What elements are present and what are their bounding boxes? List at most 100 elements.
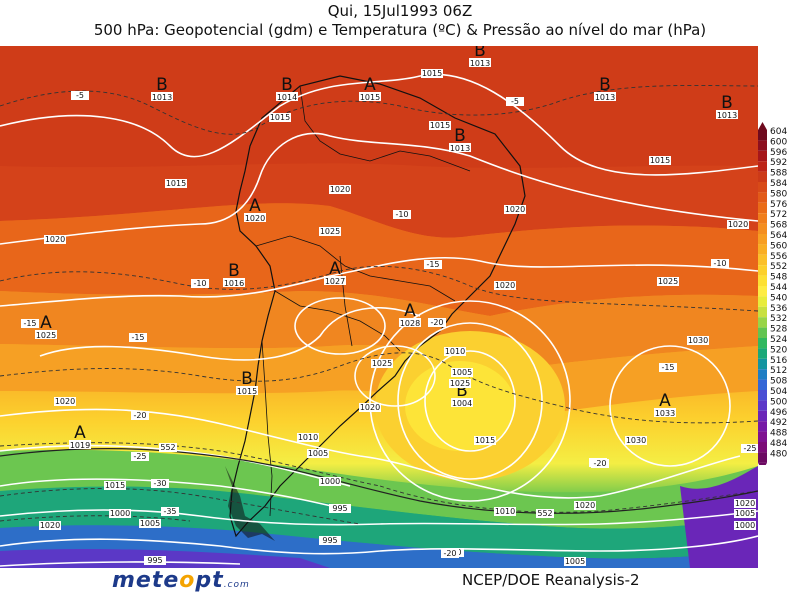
isobar-label: 1005 [735, 509, 755, 518]
warm-band-592 [0, 46, 758, 168]
colorbar-label: 592 [770, 158, 787, 168]
colorbar-label: 568 [770, 221, 787, 231]
colorbar-swatch [758, 431, 767, 442]
center-value: 1019 [70, 441, 90, 450]
colorbar-label: 492 [770, 418, 787, 428]
isotherm-label: -30 [153, 479, 166, 488]
isobar-label: 1025 [320, 227, 340, 236]
colorbar-label: 572 [770, 210, 787, 220]
isobar-label: 1015 [650, 156, 670, 165]
isobar-labels: 1015 1015 1015 1015 1015 1020 1020 1020 1020 1020… [39, 69, 756, 566]
isotherm-label-box [428, 318, 446, 327]
isotherm-label-box [393, 210, 411, 219]
isobar-label: 1000 [320, 477, 340, 486]
colorbar-swatch [758, 254, 767, 266]
isobar-label-box [734, 509, 756, 518]
colorbar-swatch [758, 348, 767, 359]
center-letter: B [474, 46, 486, 61]
center-letter: B [454, 126, 466, 146]
colorbar-swatch [758, 358, 767, 370]
colorbar-swatch [758, 379, 767, 390]
isotherm-label-box [191, 279, 209, 288]
isotherm-label: -20 [593, 459, 606, 468]
isotherm-label: -15 [131, 333, 144, 342]
geopotential-label-box [536, 509, 554, 518]
band-580 [0, 203, 758, 316]
colorbar-label: 556 [770, 252, 787, 262]
band-564 [0, 344, 758, 416]
colorbar-label: 596 [770, 148, 787, 158]
center-value-box [469, 58, 491, 67]
isobar-label-box [657, 277, 679, 286]
isobar-label-box [687, 336, 709, 345]
colorbar-label: 588 [770, 169, 787, 179]
isobar-label-box [329, 504, 351, 513]
colorbar-label: 604 [770, 127, 787, 137]
center-value-box [151, 92, 173, 101]
colorbar-swatches [758, 122, 767, 465]
colorbar-label: 532 [770, 314, 787, 324]
center-value-box [276, 92, 298, 101]
colorbar-label: 548 [770, 273, 787, 283]
colorbar-label: 544 [770, 283, 787, 293]
isobar-label-box [319, 477, 341, 486]
center-value: 1013 [470, 59, 490, 68]
center-value: 1004 [452, 399, 472, 408]
isobar-label: 1015 [105, 481, 125, 490]
colorbar-swatch [758, 234, 767, 245]
colorbar-label: 496 [770, 408, 787, 418]
isotherm-label-box [591, 459, 609, 468]
isobar-label: 1010 [495, 507, 515, 516]
colorbar-label: 536 [770, 304, 787, 314]
isobar-label-box [474, 436, 496, 445]
colorbar-label: 484 [770, 439, 787, 449]
isotherm-label-box [151, 479, 169, 488]
center-value: 1027 [325, 277, 345, 286]
isobar-label: 1005 [308, 449, 328, 458]
isobar-label: 1015 [430, 121, 450, 130]
colorbar-label: 560 [770, 241, 787, 251]
isobar-label: 1020 [728, 220, 748, 229]
colorbar-label: 480 [770, 449, 787, 459]
colorbar-swatch [758, 150, 767, 162]
isobar-label-box [319, 536, 341, 545]
band-496-east [680, 466, 758, 568]
isotherm-label: -10 [395, 210, 408, 219]
colorbar-swatch [758, 202, 767, 214]
date-line: Qui, 15Jul1993 06Z [327, 2, 473, 20]
center-value: 1015 [237, 387, 257, 396]
isobar-label: 1020 [330, 185, 350, 194]
isobar-label: 1005 [565, 557, 585, 566]
center-value: 1013 [450, 144, 470, 153]
isobar-label: 1020 [575, 501, 595, 510]
isotherm-labels: -5 -5 -10 -10 -15 -10 -15 -15 -20 -20 -25 -25 -30 -35… [21, 91, 758, 558]
colorbar-labels: 6046005965925885845805765725685645605565… [770, 127, 787, 459]
colorbar-swatch [758, 171, 767, 182]
logo-text-post: pt [195, 568, 224, 593]
isotherm-label-box [506, 97, 524, 106]
isobar-label-box [421, 69, 443, 78]
colorbar-swatch [758, 213, 767, 224]
geopotential-label: 552 [537, 509, 552, 518]
isobar-label: 1020 [45, 235, 65, 244]
center-value: 1020 [245, 214, 265, 223]
isobar-label: 1010 [298, 433, 318, 442]
colorbar-swatch [758, 140, 767, 151]
center-letter: A [329, 259, 341, 279]
isobar-label: 995 [332, 504, 347, 513]
isotherm-label: -15 [661, 363, 674, 372]
colorbar-swatch [758, 317, 767, 328]
colorbar-label: 540 [770, 293, 787, 303]
isobar-label-box [44, 235, 66, 244]
center-value: 1028 [400, 319, 420, 328]
isobar-label: 1000 [735, 521, 755, 530]
center-letter: B [241, 369, 253, 389]
isobar-label-box [269, 113, 291, 122]
isotherm-label: -5 [76, 91, 84, 100]
colorbar-swatch [758, 244, 767, 255]
